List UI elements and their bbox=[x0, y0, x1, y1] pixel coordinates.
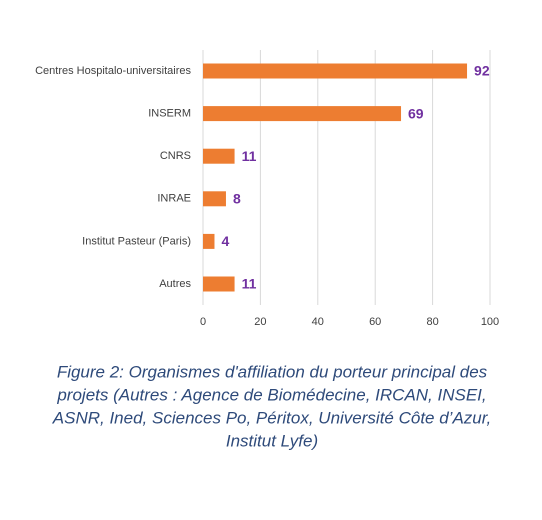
caption-line: Figure 2: Organismes d'affiliation du po… bbox=[57, 362, 488, 381]
value-label: 8 bbox=[233, 191, 241, 207]
x-tick-label: 100 bbox=[481, 316, 499, 328]
y-tick-label: Autres bbox=[159, 278, 191, 290]
caption-line: ASNR, Ined, Sciences Po, Péritox, Univer… bbox=[52, 408, 491, 427]
bar bbox=[203, 276, 235, 292]
value-label: 92 bbox=[474, 63, 490, 79]
caption-line: projets (Autres : Agence de Biomédecine,… bbox=[56, 385, 486, 404]
value-label: 69 bbox=[408, 105, 424, 121]
bar bbox=[203, 63, 468, 79]
y-tick-label: CNRS bbox=[160, 150, 191, 162]
x-tick-label: 60 bbox=[369, 316, 381, 328]
x-tick-label: 40 bbox=[312, 316, 324, 328]
x-tick-label: 20 bbox=[254, 316, 266, 328]
y-tick-label: INRAE bbox=[157, 193, 191, 205]
value-label: 11 bbox=[242, 276, 257, 292]
y-tick-label: Institut Pasteur (Paris) bbox=[82, 235, 191, 247]
value-label: 4 bbox=[221, 233, 229, 249]
bar bbox=[203, 148, 235, 164]
bar bbox=[203, 191, 226, 207]
bar bbox=[203, 106, 402, 122]
value-label: 11 bbox=[242, 148, 257, 164]
x-tick-label: 0 bbox=[200, 316, 206, 328]
bar bbox=[203, 233, 215, 249]
y-tick-label: Centres Hospitalo-universitaires bbox=[35, 65, 191, 77]
y-tick-label: INSERM bbox=[148, 108, 191, 120]
caption-line: Institut Lyfe) bbox=[226, 431, 318, 450]
x-tick-label: 80 bbox=[426, 316, 438, 328]
